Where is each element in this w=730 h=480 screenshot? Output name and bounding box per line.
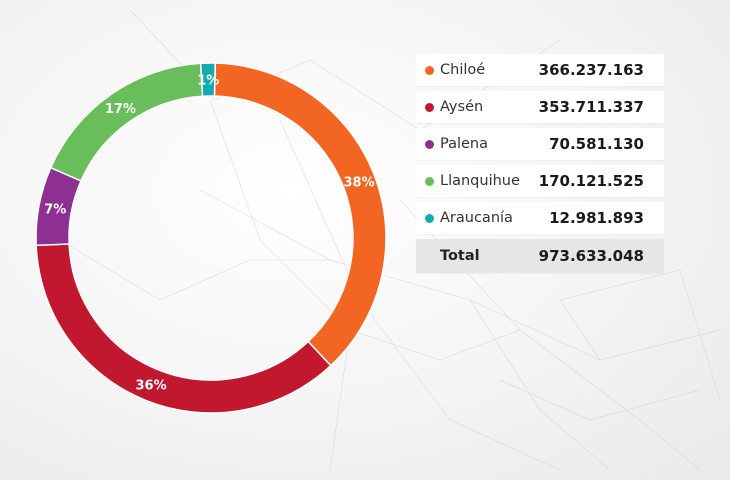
slice-percent-label: 1% [197,74,219,89]
slice-chiloe [213,62,387,367]
table-row-araucania: Araucanía 12.981.893 [416,202,664,234]
slice-percent-label: 38% [344,175,375,190]
green-dot-icon [425,177,434,186]
purple-dot-icon [425,140,434,149]
region-value: 70.581.130 [549,135,644,153]
red-dot-icon [425,103,434,112]
region-name: Chiloé [440,62,486,78]
teal-dot-icon [425,214,434,223]
region-name: Llanquihue [440,173,520,189]
table-row-palena: Palena 70.581.130 [416,128,664,160]
region-value: 353.711.337 [538,98,644,116]
total-value: 973.633.048 [538,247,644,265]
region-value: 366.237.163 [538,61,644,79]
table-row-total: Total 973.633.048 [416,239,664,273]
slice-araucania [199,62,217,98]
region-value: 170.121.525 [538,172,644,190]
table-row-llanquihue: Llanquihue 170.121.525 [416,165,664,197]
slice-percent-label: 7% [44,203,66,218]
total-label: Total [440,248,480,264]
slice-aysen [35,243,332,414]
legend-table: Chiloé 366.237.163 Aysén 353.711.337 Pal… [416,54,664,278]
region-name: Araucanía [440,210,513,226]
slice-llanquihue [49,62,204,182]
region-name: Aysén [440,99,484,115]
slice-percent-label: 36% [136,379,167,394]
table-row-chiloe: Chiloé 366.237.163 [416,54,664,86]
orange-dot-icon [425,66,434,75]
slice-percent-label: 17% [105,102,136,117]
region-name: Palena [440,136,489,152]
region-value: 12.981.893 [549,209,644,227]
table-row-aysen: Aysén 353.711.337 [416,91,664,123]
